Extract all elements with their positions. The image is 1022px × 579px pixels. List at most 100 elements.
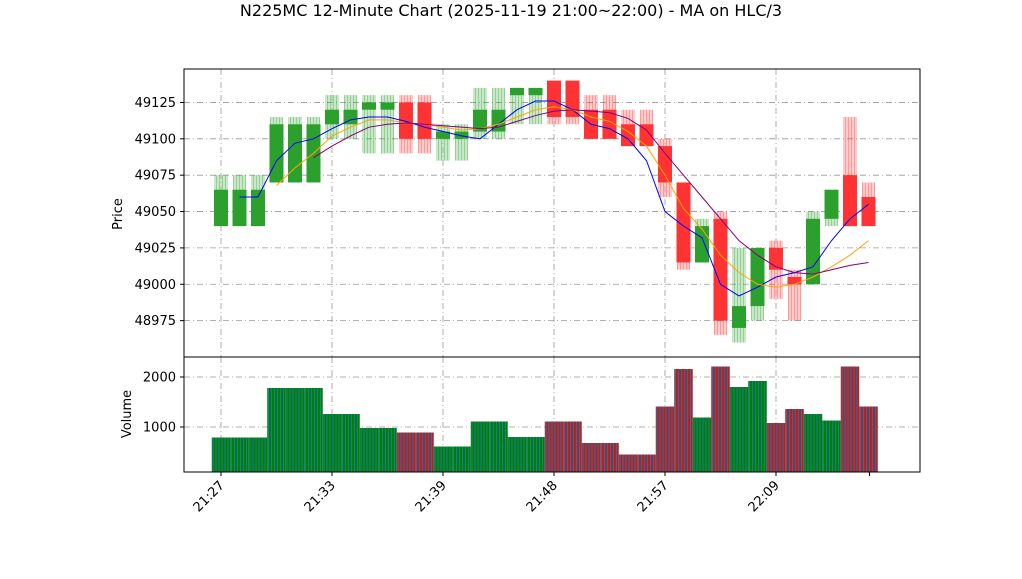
volume-bar: [470, 421, 490, 472]
candle-body: [713, 218, 728, 321]
volume-bar: [396, 432, 416, 472]
volume-bar: [766, 423, 786, 472]
volume-bar: [285, 388, 305, 472]
candle-body: [362, 102, 376, 110]
volume-bar-fill: [433, 446, 453, 472]
volume-tick-label: 1000: [143, 421, 176, 436]
candlestick: [214, 175, 228, 227]
volume-bar: [563, 421, 582, 472]
candlestick: [732, 247, 746, 343]
volume-bar-fill: [563, 421, 582, 472]
price-axis-label: Price: [111, 198, 126, 230]
candle-wick-hatch: [436, 124, 450, 161]
candlestick: [639, 109, 654, 147]
time-tick-label: 21:33: [302, 478, 339, 515]
candle-body: [528, 87, 543, 96]
volume-bar-fill: [359, 428, 379, 472]
candlestick: [306, 117, 321, 183]
volume-bar: [655, 406, 675, 472]
candlestick: [787, 269, 802, 321]
candlestick: [491, 87, 506, 139]
volume-bar: [692, 417, 712, 472]
price-tick-label: 48975: [135, 314, 176, 329]
volume-bar-fill: [489, 421, 508, 472]
volume-bar: [359, 428, 379, 472]
candlestick: [232, 175, 247, 227]
time-x-axis: 21:27 21:33 21:39 21:48 21:57 22:09: [191, 472, 870, 515]
volume-bar-fill: [507, 437, 527, 472]
candle-body: [843, 175, 857, 227]
volume-bar: [211, 437, 231, 472]
volume-bar: [674, 369, 693, 472]
volume-bar: [507, 437, 527, 472]
volume-bar-fill: [341, 414, 360, 472]
volume-bar-fill: [748, 381, 767, 472]
candlestick: [362, 95, 376, 154]
candle-body: [436, 131, 450, 139]
volume-bar-fill: [322, 414, 342, 472]
volume-bar-fill: [822, 420, 841, 472]
price-tick-label: 49025: [135, 241, 176, 256]
candle-body: [824, 189, 839, 219]
volume-bar-fill: [600, 443, 619, 472]
time-tick-label: 22:09: [746, 478, 783, 515]
volume-bar: [729, 387, 749, 472]
volume-bar: [378, 428, 397, 472]
volume-bar: [748, 381, 767, 472]
volume-bar-fill: [230, 437, 249, 472]
price-tick-label: 49000: [135, 278, 176, 293]
candle-body: [417, 102, 432, 139]
volume-bar-fill: [692, 417, 712, 472]
volume-bar-fill: [785, 409, 804, 472]
candle-body: [732, 306, 746, 328]
volume-bar: [452, 446, 471, 472]
candle-body: [214, 189, 228, 227]
volume-bar: [526, 437, 545, 472]
candle-body: [602, 109, 617, 139]
candle-body: [288, 124, 302, 183]
candle-body: [251, 189, 265, 227]
moving-average-line: [313, 109, 869, 275]
volume-bar-fill: [581, 443, 601, 472]
candlestick: [713, 211, 728, 336]
volume-bar: [711, 366, 730, 472]
volume-bar: [803, 414, 823, 472]
candlestick: [251, 175, 265, 227]
candle-body: [547, 80, 561, 117]
candle-body: [454, 131, 469, 139]
moving-average-lines: [239, 100, 869, 297]
volume-bar: [489, 421, 508, 472]
volume-tick-label: 2000: [143, 371, 176, 386]
candle-body: [343, 109, 358, 125]
price-tick-label: 49050: [135, 205, 176, 220]
candle-body: [232, 189, 247, 227]
volume-bar-fill: [267, 388, 286, 472]
time-tick-label: 21:57: [635, 478, 672, 515]
volume-bar-fill: [655, 406, 675, 472]
price-tick-label: 49125: [135, 96, 176, 111]
candlestick: [288, 117, 302, 183]
volume-bar-fill: [452, 446, 471, 472]
volume-bar: [544, 421, 564, 472]
candle-body: [787, 277, 802, 285]
candle-body: [510, 87, 524, 96]
candlestick: [436, 124, 450, 161]
time-tick-label: 21:48: [524, 478, 561, 515]
candle-body: [473, 109, 487, 132]
candle-body: [380, 102, 395, 110]
volume-bar: [304, 388, 323, 472]
candlestick: [695, 218, 709, 263]
volume-bar-fill: [618, 454, 638, 472]
time-tick-label: 21:27: [191, 478, 228, 515]
candlestick: [473, 87, 487, 139]
volume-bar-fill: [674, 369, 693, 472]
volume-bar-fill: [396, 432, 416, 472]
candle-body: [399, 102, 413, 139]
candle-body: [639, 124, 654, 147]
volume-bar: [248, 437, 268, 472]
volume-bar-fill: [544, 421, 564, 472]
candle-body: [750, 247, 765, 307]
price-candles: [214, 80, 876, 343]
volume-bar-fill: [415, 432, 434, 472]
volume-bar-fill: [248, 437, 268, 472]
